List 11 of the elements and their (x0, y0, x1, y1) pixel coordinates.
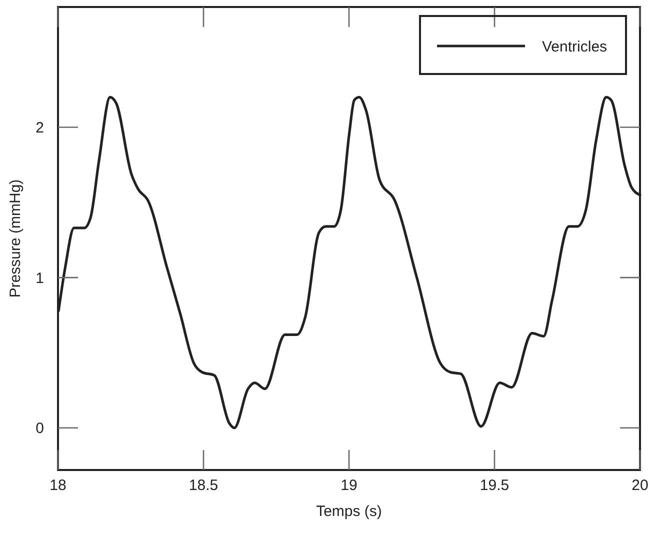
x-axis-title: Temps (s) (316, 503, 382, 520)
y-axis-title: Pressure (mmHg) (7, 179, 24, 298)
x-tick-label: 19 (340, 477, 358, 494)
y-tick-label: 2 (36, 120, 44, 137)
x-tick-label: 20 (632, 477, 648, 494)
y-tick-label: 1 (36, 270, 44, 287)
text: Ventricles (542, 38, 608, 56)
x-tick-label: 19.5 (480, 477, 510, 494)
y-tick-label: 0 (36, 420, 44, 438)
x-tick-label: 18 (50, 477, 66, 494)
x-tick-label: 18.5 (188, 477, 218, 494)
